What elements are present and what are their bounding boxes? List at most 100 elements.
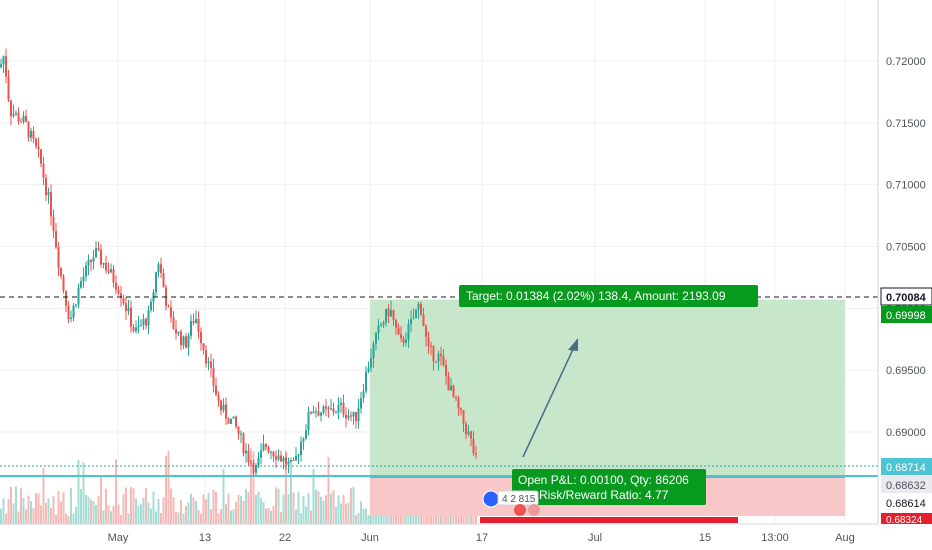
candle-body: [240, 433, 242, 435]
candle-body: [430, 345, 432, 347]
candle-body: [75, 304, 77, 306]
volume-bar: [342, 494, 345, 524]
entry-price-label: 0.68632: [881, 476, 932, 493]
candle-body: [280, 455, 282, 462]
volume-bar: [32, 508, 35, 524]
candle-body: [77, 287, 80, 305]
candle-body: [182, 336, 185, 346]
candle-body: [282, 457, 285, 462]
candle-body: [210, 361, 212, 368]
volume-bar: [97, 495, 100, 524]
candle-body: [405, 339, 407, 343]
candle-body: [32, 130, 35, 139]
stop-price-text: 0.68614: [886, 498, 926, 510]
candle-body: [270, 451, 272, 453]
candle-body: [192, 321, 195, 323]
candle-body: [50, 192, 52, 217]
volume-bar: [195, 501, 197, 524]
candle-body: [7, 76, 10, 101]
candle-body: [295, 456, 297, 461]
candle-body: [302, 438, 305, 442]
target-label[interactable]: Target: 0.01384 (2.02%) 138.4, Amount: 2…: [459, 285, 758, 307]
arrow-icon[interactable]: [522, 338, 578, 458]
candle-body: [250, 462, 252, 464]
candle-body: [185, 336, 187, 348]
candle-body: [257, 457, 260, 466]
candle-body: [55, 231, 57, 248]
candle-body: [202, 343, 205, 351]
target-label-text: Target: 0.01384 (2.02%) 138.4, Amount: 2…: [466, 289, 726, 303]
candle-body: [67, 305, 70, 320]
volume-bar: [205, 499, 207, 524]
volume-bar: [222, 468, 225, 524]
candle-body: [335, 412, 337, 414]
volume-bar: [267, 507, 270, 524]
time-tick-label: 13:00: [761, 532, 789, 544]
time-axis[interactable]: [0, 524, 932, 550]
volume-bar: [67, 515, 70, 524]
candle-body: [80, 281, 82, 288]
candle-body: [382, 322, 385, 325]
candle-body: [120, 293, 122, 299]
candle-body: [102, 262, 105, 265]
volume-bar: [227, 493, 230, 524]
volume-bar: [320, 496, 322, 524]
volume-bar: [82, 462, 85, 524]
volume-bar: [17, 511, 20, 524]
volume-bar: [285, 453, 287, 524]
volume-bar: [260, 498, 262, 524]
candle-body: [290, 460, 292, 462]
volume-bar: [432, 508, 435, 524]
pnl-label[interactable]: Open P&L: 0.00100, Qty: 86206 Risk/Rewar…: [512, 469, 706, 505]
candle-body: [457, 398, 460, 409]
volume-bar: [77, 459, 80, 524]
stop-bar[interactable]: [480, 517, 738, 523]
candle-body: [262, 444, 265, 451]
candle-body: [347, 415, 350, 419]
volume-bar: [202, 494, 205, 524]
candle-body: [470, 431, 472, 439]
volume-bar: [265, 508, 267, 524]
candle-body: [297, 455, 300, 457]
candle-body: [275, 456, 277, 460]
candle-body: [0, 64, 2, 68]
volume-bar: [107, 505, 110, 524]
candle-body: [332, 408, 335, 413]
volume-bar: [217, 513, 220, 524]
candle-body: [40, 149, 42, 164]
volume-bar: [92, 500, 95, 524]
candle-body: [287, 461, 290, 465]
volume-bar: [85, 494, 87, 524]
time-tick-label: 15: [699, 532, 711, 544]
volume-bar: [22, 497, 25, 524]
flag-badge[interactable]: 4 2 815: [482, 490, 540, 516]
volume-bar: [35, 493, 37, 524]
candle-body: [440, 354, 442, 357]
candle-body: [355, 411, 357, 422]
candle-body: [72, 305, 75, 318]
volume-bar: [135, 498, 137, 524]
candle-body: [52, 216, 55, 232]
time-axis-ticks: May 13 22 Jun 17 Jul 15 13:00 Aug: [108, 532, 855, 544]
candle-body: [2, 56, 5, 65]
candle-body: [155, 272, 157, 293]
candle-body: [462, 410, 465, 424]
candle-body: [437, 354, 440, 362]
volume-bar: [115, 459, 117, 524]
volume-bar: [30, 501, 32, 524]
volume-bar: [140, 504, 142, 524]
volume-bar: [392, 511, 395, 524]
volume-bar: [165, 455, 167, 524]
volume-bar: [300, 513, 302, 524]
volume-bar: [72, 513, 75, 524]
candle-body: [135, 327, 137, 331]
target-zone[interactable]: [370, 299, 845, 478]
candle-body: [92, 257, 95, 262]
volume-bar: [315, 489, 317, 524]
volume-bar: [352, 486, 355, 524]
volume-bar: [250, 448, 252, 524]
time-tick-label: 17: [476, 532, 488, 544]
volume-bar: [172, 497, 175, 524]
volume-bar: [232, 509, 235, 524]
